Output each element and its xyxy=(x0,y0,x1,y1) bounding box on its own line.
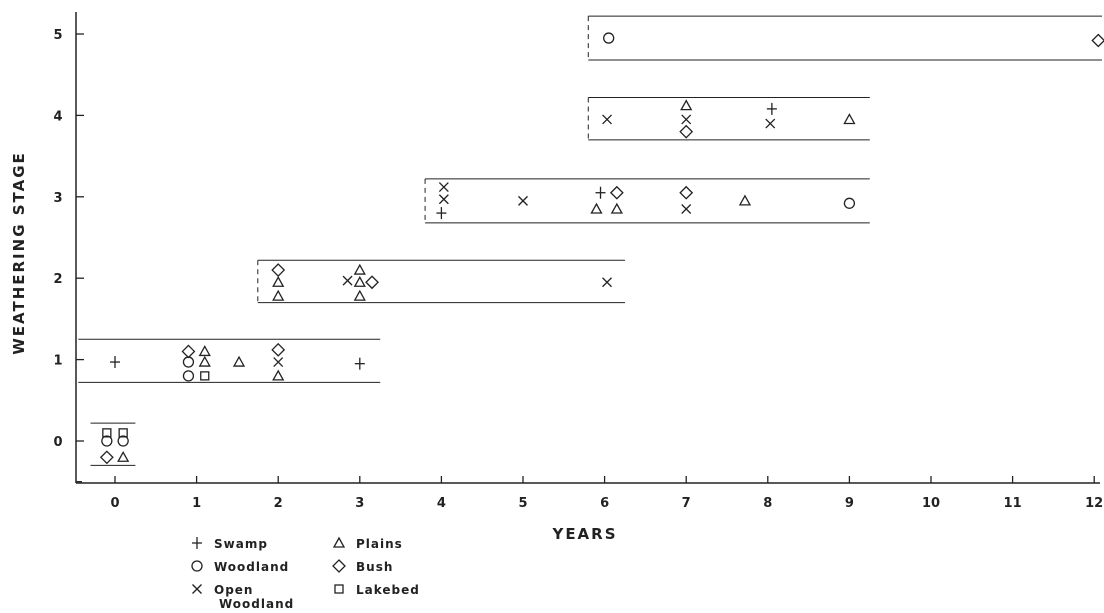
x-tick-label-4: 4 xyxy=(437,496,446,511)
diamond-point-4 xyxy=(99,450,114,465)
cross-point-1 xyxy=(342,275,353,286)
legend: SwampWoodlandOpenWoodlandPlainsBushLakeb… xyxy=(191,536,420,611)
diamond-point-7 xyxy=(679,124,694,139)
legend-label: Open xyxy=(214,583,253,597)
triangle-point-4 xyxy=(272,275,285,287)
x-tick-label-0: 0 xyxy=(110,496,119,511)
plus-point-0 xyxy=(110,356,120,369)
legend-diamond-icon xyxy=(332,559,346,573)
stage-box-0 xyxy=(90,422,136,466)
circle-point-0 xyxy=(182,356,195,368)
x-axis-label: YEARS xyxy=(551,525,617,543)
triangle-point-1 xyxy=(198,355,211,367)
triangle-point-3 xyxy=(272,369,285,381)
x-tick-label-3: 3 xyxy=(355,496,364,511)
stage-box-4 xyxy=(587,96,870,141)
square-point-0 xyxy=(200,371,210,381)
triangle-point-8 xyxy=(353,289,366,301)
stage-box-3 xyxy=(424,178,870,224)
square-point-1 xyxy=(102,428,112,438)
square-point-2 xyxy=(118,428,128,438)
triangle-point-2 xyxy=(232,355,246,367)
plus-point-4 xyxy=(766,102,777,115)
y-tick-label-5: 5 xyxy=(53,28,62,43)
y-tick-label-3: 3 xyxy=(53,191,62,206)
circle-point-4 xyxy=(603,32,615,44)
legend-square-icon xyxy=(334,584,344,594)
y-axis-label: WEATHERING STAGE xyxy=(10,151,28,355)
y-tick-label-1: 1 xyxy=(53,354,62,369)
diamond-point-8 xyxy=(1091,33,1104,48)
circle-point-2 xyxy=(101,435,113,447)
legend-item-bush: Bush xyxy=(332,559,393,574)
triangle-point-14 xyxy=(843,113,856,125)
legend-item-swamp: Swamp xyxy=(192,537,268,551)
x-tick-label-12: 12 xyxy=(1085,496,1103,511)
x-tick-label-6: 6 xyxy=(600,496,609,511)
plus-point-2 xyxy=(436,207,447,220)
triangle-point-12 xyxy=(680,99,693,111)
triangle-point-7 xyxy=(353,275,366,287)
x-tick-label-11: 11 xyxy=(1004,496,1022,511)
x-tick-label-9: 9 xyxy=(845,496,854,511)
cross-point-6 xyxy=(602,114,613,125)
cross-point-7 xyxy=(681,114,692,125)
cross-point-5 xyxy=(602,277,613,288)
cross-point-3 xyxy=(438,194,449,205)
y-tick-label-0: 0 xyxy=(53,435,62,450)
circle-point-5 xyxy=(843,197,856,209)
cross-point-8 xyxy=(681,204,692,214)
triangle-point-13 xyxy=(738,194,752,206)
legend-item-woodland: Woodland xyxy=(191,560,289,574)
x-tick-label-2: 2 xyxy=(274,496,283,511)
legend-label: Bush xyxy=(356,560,393,574)
x-tick-label-1: 1 xyxy=(192,496,201,511)
x-tick-label-7: 7 xyxy=(682,496,691,511)
cross-point-0 xyxy=(273,357,284,368)
legend-label: Lakebed xyxy=(356,583,420,597)
diamond-point-5 xyxy=(609,185,624,200)
cross-point-4 xyxy=(518,195,528,206)
triangle-point-5 xyxy=(272,289,285,301)
legend-label-line2: Woodland xyxy=(219,597,294,611)
y-tick-label-4: 4 xyxy=(53,109,62,124)
cross-point-9 xyxy=(765,118,776,129)
legend-label: Swamp xyxy=(214,537,268,551)
data-points xyxy=(99,32,1104,465)
legend-plus-icon xyxy=(192,537,202,549)
x-tick-label-8: 8 xyxy=(763,496,772,511)
diamond-point-1 xyxy=(271,342,286,357)
x-tick-label-10: 10 xyxy=(922,496,940,511)
legend-label: Woodland xyxy=(214,560,289,574)
triangle-point-10 xyxy=(590,202,603,214)
triangle-point-11 xyxy=(610,202,623,214)
triangle-point-6 xyxy=(353,263,366,275)
legend-item-plains: Plains xyxy=(332,536,403,551)
stage-box-2 xyxy=(257,259,625,304)
circle-point-3 xyxy=(117,435,129,447)
plus-point-3 xyxy=(595,186,606,199)
cross-point-2 xyxy=(438,182,449,192)
legend-label: Plains xyxy=(356,537,403,551)
circle-point-1 xyxy=(182,370,195,382)
diamond-point-6 xyxy=(679,185,694,200)
legend-item-lakebed: Lakebed xyxy=(334,583,420,597)
diamond-point-0 xyxy=(181,344,196,359)
legend-circle-icon xyxy=(191,560,203,572)
legend-cross-icon xyxy=(192,584,202,594)
y-tick-label-2: 2 xyxy=(53,272,62,287)
stage-box-1 xyxy=(78,338,381,383)
diamond-point-2 xyxy=(271,263,286,277)
triangle-point-9 xyxy=(117,450,130,462)
stage-box-5 xyxy=(587,15,1102,61)
legend-triangle-icon xyxy=(332,536,346,548)
stage-boxes xyxy=(78,15,1102,466)
triangle-point-0 xyxy=(198,345,211,357)
diamond-point-3 xyxy=(365,275,379,290)
plus-point-1 xyxy=(354,357,365,370)
x-tick-label-5: 5 xyxy=(518,496,527,511)
